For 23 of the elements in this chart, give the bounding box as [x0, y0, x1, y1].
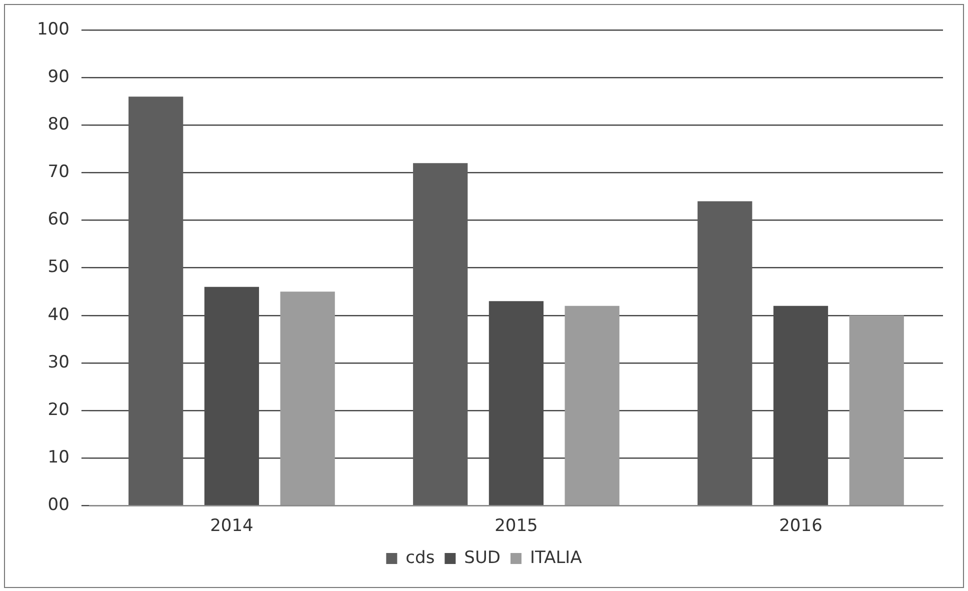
bar [564, 306, 620, 505]
bar [698, 201, 752, 505]
x-tick-label: 2014 [210, 516, 254, 536]
y-tick-label: 50 [48, 257, 70, 278]
legend-label: ITALIA [530, 548, 582, 568]
bar [280, 292, 335, 505]
bar [413, 163, 468, 505]
y-tick-label: 70 [48, 162, 70, 182]
y-tick-label: 20 [48, 400, 70, 420]
y-tick-label: 30 [48, 352, 70, 372]
y-tick-label: 00 [48, 495, 70, 516]
bar [849, 315, 904, 505]
y-tick-label: 40 [48, 304, 70, 325]
x-tick-label: 2015 [494, 516, 538, 536]
legend-label: cds [406, 548, 435, 568]
y-tick-label: 60 [48, 210, 70, 230]
y-tick-label: 90 [48, 66, 70, 87]
y-tick-label: 100 [36, 19, 70, 40]
y-tick-label: 80 [48, 114, 70, 135]
y-tick-label: 10 [48, 447, 70, 468]
bar [128, 96, 184, 505]
legend-label: SUD [464, 548, 500, 568]
x-tick-label: 2016 [779, 516, 822, 536]
